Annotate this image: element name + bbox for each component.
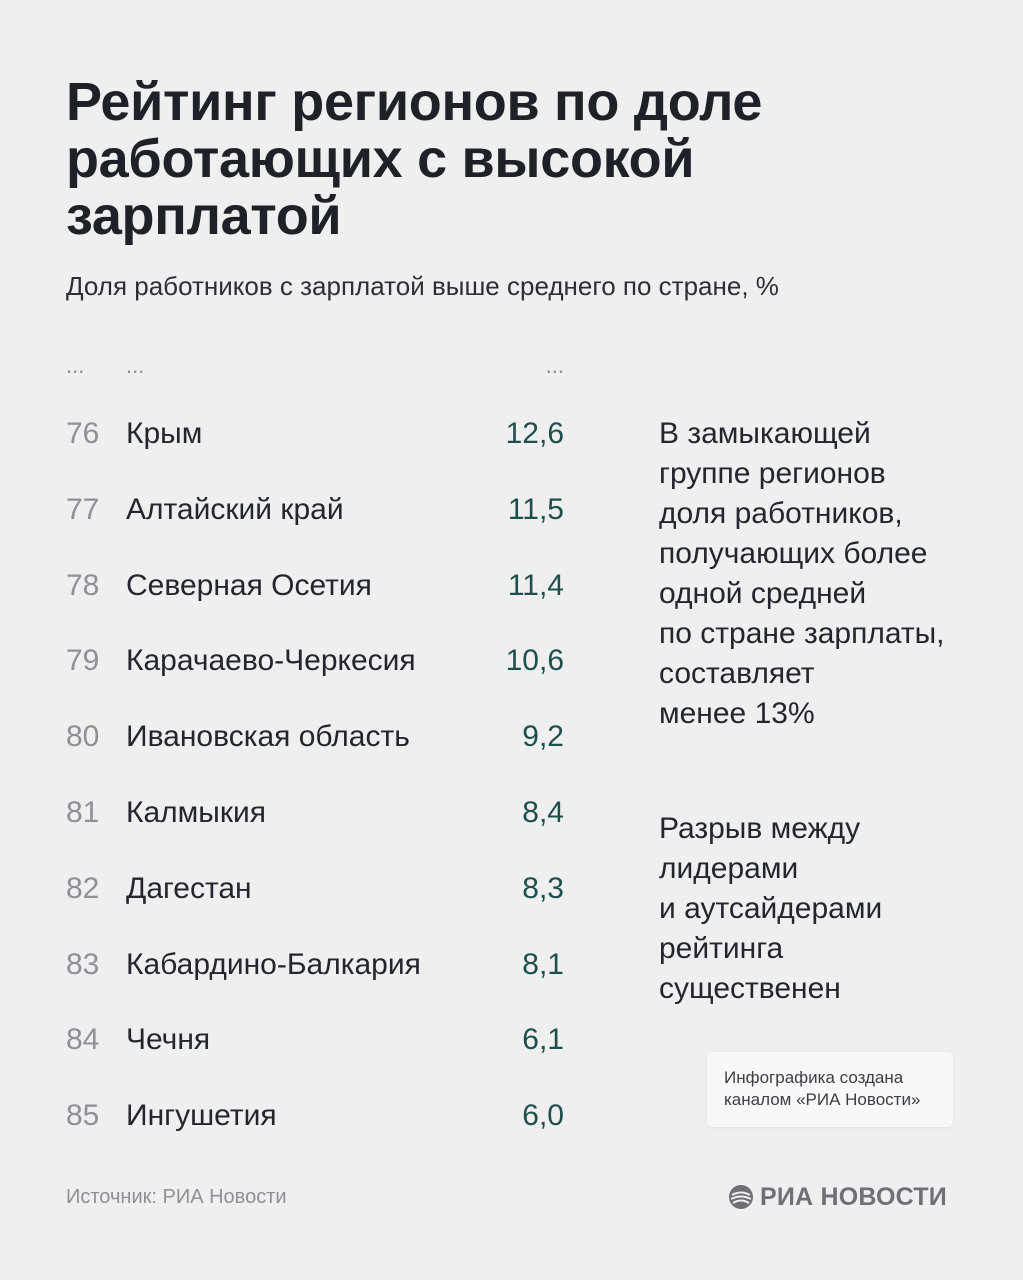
- page-title: Рейтинг регионов по доле работающих с вы…: [66, 72, 763, 246]
- share-value: 9,2: [522, 720, 564, 753]
- note-line: составляет: [659, 657, 815, 690]
- region-name: Ингушетия: [126, 1099, 277, 1132]
- rank: 82: [66, 872, 100, 905]
- credit-line: каналом «РИА Новости»: [724, 1090, 921, 1109]
- region-name: Чечня: [126, 1023, 211, 1056]
- region-name: Кабардино-Балкария: [126, 948, 421, 981]
- rank: 80: [66, 720, 100, 753]
- share-value: 12,6: [505, 417, 564, 450]
- credit-line: Инфографика создана: [724, 1068, 904, 1087]
- rank: 81: [66, 796, 100, 829]
- note-bottom-group: В замыкающей группе регионов доля работн…: [659, 414, 979, 734]
- region-name: Алтайский край: [126, 493, 344, 526]
- share-value: 11,5: [507, 493, 564, 526]
- rank: 83: [66, 948, 100, 981]
- table-row: 81 Калмыкия 8,4: [0, 793, 600, 833]
- rank: 84: [66, 1023, 100, 1056]
- table-row: 80 Ивановская область 9,2: [0, 717, 600, 757]
- share-value: 6,0: [522, 1099, 564, 1132]
- region-name: Калмыкия: [126, 796, 266, 829]
- brand-logo: РИА НОВОСТИ: [728, 1180, 947, 1214]
- rank: 85: [66, 1099, 100, 1132]
- note-gap: Разрыв между лидерами и аутсайдерами рей…: [659, 809, 979, 1009]
- note-line: лидерами: [659, 852, 799, 885]
- note-line: доля работников,: [659, 497, 903, 530]
- rank: 79: [66, 644, 100, 677]
- share-value: 10,6: [505, 644, 564, 677]
- region-name: Крым: [126, 417, 203, 450]
- table-row: 78 Северная Осетия 11,4: [0, 566, 600, 606]
- note-line: В замыкающей: [659, 417, 871, 450]
- brand-name: РИА НОВОСТИ: [760, 1182, 947, 1211]
- table-row: 79 Карачаево-Черкесия 10,6: [0, 641, 600, 681]
- rank: 77: [66, 493, 100, 526]
- region-name: Карачаево-Черкесия: [126, 644, 416, 677]
- source-text: Источник: РИА Новости: [66, 1186, 287, 1208]
- rank: 76: [66, 417, 100, 450]
- page-subtitle: Доля работников с зарплатой выше среднег…: [66, 271, 779, 301]
- table-row: 82 Дагестан 8,3: [0, 869, 600, 909]
- ria-novosti-logo-icon: [729, 1185, 753, 1209]
- table-row: 83 Кабардино-Балкария 8,1: [0, 945, 600, 985]
- note-line: рейтинга: [659, 932, 784, 965]
- region-ellipsis: ...: [126, 353, 145, 378]
- note-line: существенен: [659, 972, 841, 1005]
- note-line: группе регионов: [659, 457, 886, 490]
- table-row: 84 Чечня 6,1: [0, 1020, 600, 1060]
- rank-ellipsis: ...: [66, 353, 85, 378]
- note-line: одной средней: [659, 577, 867, 610]
- share-value: 11,4: [507, 569, 564, 602]
- ellipsis-row: ... ... ...: [0, 346, 600, 386]
- note-line: получающих более: [659, 537, 928, 570]
- rank: 78: [66, 569, 100, 602]
- note-line: по стране зарплаты,: [659, 617, 945, 650]
- region-name: Ивановская область: [126, 720, 410, 753]
- note-line: менее 13%: [659, 697, 815, 730]
- value-ellipsis: ...: [545, 353, 564, 378]
- note-line: и аутсайдерами: [659, 892, 883, 925]
- share-value: 8,1: [522, 948, 564, 981]
- table-row: 85 Ингушетия 6,0: [0, 1096, 600, 1136]
- credit-box: Инфографика создана каналом «РИА Новости…: [707, 1052, 953, 1127]
- share-value: 6,1: [522, 1023, 564, 1056]
- region-name: Дагестан: [126, 872, 252, 905]
- note-line: Разрыв между: [659, 812, 861, 845]
- table-row: 76 Крым 12,6: [0, 414, 600, 454]
- share-value: 8,4: [522, 796, 564, 829]
- table-row: 77 Алтайский край 11,5: [0, 490, 600, 530]
- region-name: Северная Осетия: [126, 569, 372, 602]
- share-value: 8,3: [522, 872, 564, 905]
